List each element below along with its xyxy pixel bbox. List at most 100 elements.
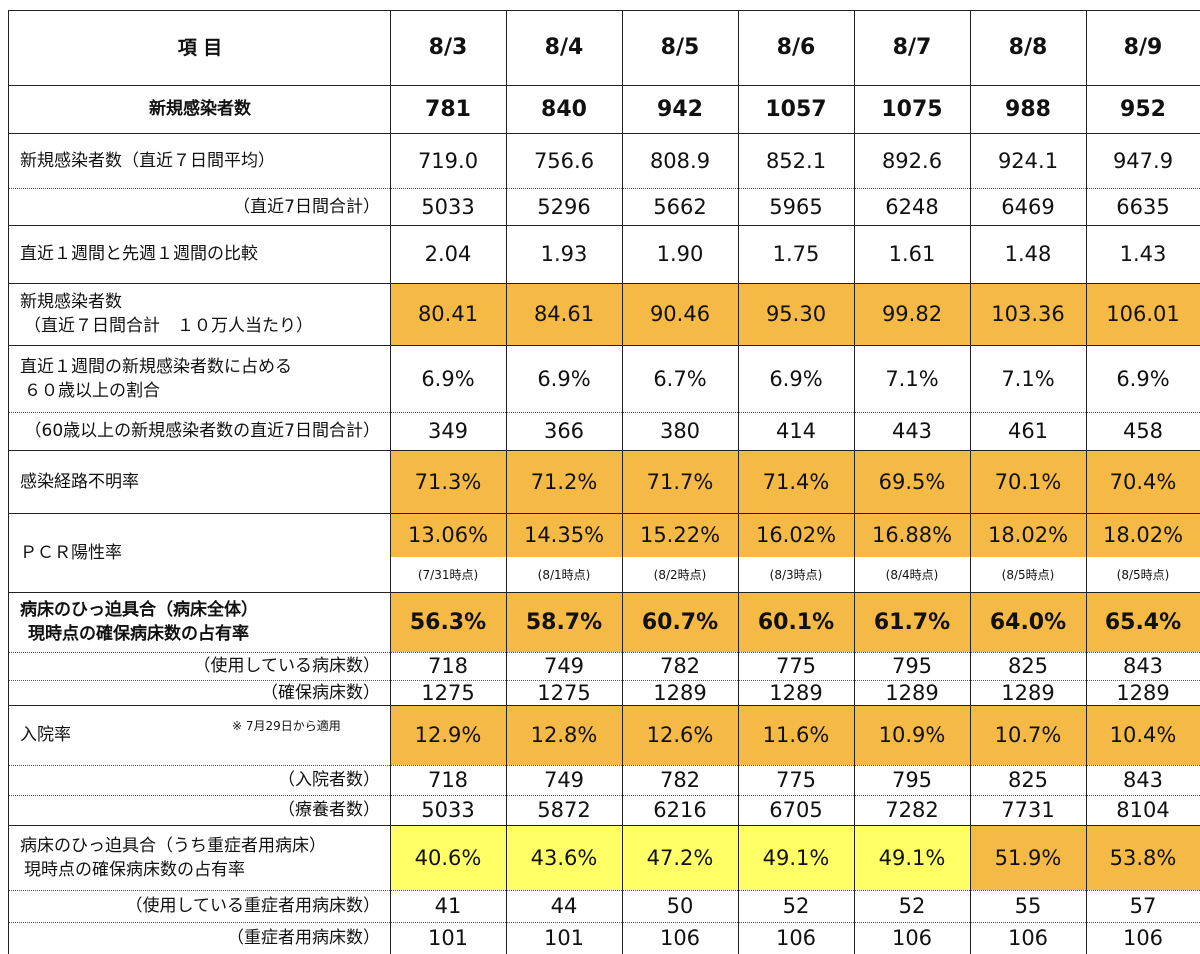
value-cell: 64.0% — [970, 592, 1086, 652]
value-cell: 57 — [1129, 894, 1157, 918]
value-cell: 5662 — [653, 194, 707, 219]
row-label: 入院率 — [8, 705, 390, 765]
value-cell: 988 — [1005, 96, 1051, 122]
column-border — [970, 10, 971, 954]
value-cell: 50 — [666, 894, 694, 918]
label-line: 新規感染者数（直近７日間平均） — [20, 150, 275, 171]
value-cell: 10.7% — [970, 705, 1086, 765]
value-cell: 11.6% — [738, 705, 854, 765]
value-cell: 12.8% — [506, 705, 622, 765]
row-border — [8, 922, 1200, 923]
value-cell: 5033 — [421, 194, 475, 219]
value-cell: 1289 — [885, 680, 939, 705]
row-note: ※ 7月29日から適用 — [232, 719, 341, 733]
value-cell: 103.36 — [970, 283, 1086, 345]
value-cell: 718 — [427, 654, 469, 678]
value-cell: 443 — [891, 419, 933, 443]
value-cell: 106 — [891, 926, 933, 950]
row-label: （60歳以上の新規感染者数の直近7日間合計） — [8, 412, 390, 450]
value-cell: 808.9 — [649, 148, 711, 173]
label-line: （重症者用病床数） — [227, 928, 380, 948]
value-note: (8/4時点) — [885, 568, 939, 582]
row-label: ＰＣＲ陽性率 — [8, 513, 390, 592]
value-cell: 51.9% — [970, 825, 1086, 890]
label-line: （直近7日間合計） — [233, 196, 380, 217]
label-line: （60歳以上の新規感染者数の直近7日間合計） — [24, 421, 380, 441]
value-cell: 58.7% — [506, 592, 622, 652]
column-border — [738, 10, 739, 954]
value-cell: 53.8% — [1086, 825, 1200, 890]
value-cell: 71.7% — [622, 450, 738, 513]
value-cell: 6705 — [769, 798, 823, 822]
value-cell: 10.9% — [854, 705, 970, 765]
value-cell: 795 — [891, 654, 933, 678]
value-cell: 41 — [434, 894, 462, 918]
label-line: 感染経路不明率 — [20, 471, 139, 492]
label-line: 病床のひっ迫具合（うち重症者用病床） — [20, 835, 326, 856]
value-cell: 840 — [541, 96, 587, 122]
value-cell: 1.48 — [1004, 242, 1052, 266]
value-cell: 843 — [1122, 768, 1164, 792]
value-cell: 95.30 — [738, 283, 854, 345]
value-cell: 5872 — [537, 798, 591, 822]
row-border — [8, 188, 1200, 189]
label-line: 現時点の確保病床数の占有率 — [28, 624, 249, 644]
value-cell: 924.1 — [997, 148, 1059, 173]
column-header: 8/4 — [544, 35, 584, 60]
value-cell: 6.9% — [1116, 366, 1170, 391]
row-label: （確保病床数） — [8, 680, 390, 705]
value-cell: 55 — [1014, 894, 1042, 918]
row-border — [8, 133, 1200, 134]
value-cell: 843 — [1122, 654, 1164, 678]
row-border — [8, 345, 1200, 346]
value-cell: 756.6 — [533, 148, 595, 173]
row-label: 病床のひっ迫具合（病床全体） 現時点の確保病床数の占有率 — [8, 592, 390, 652]
value-cell: 7282 — [885, 798, 939, 822]
value-cell: 6469 — [1001, 194, 1055, 219]
value-cell: 60.1% — [738, 592, 854, 652]
value-cell: 414 — [775, 419, 817, 443]
value-cell: 349 — [427, 419, 469, 443]
value-cell: 71.2% — [506, 450, 622, 513]
value-cell: 952 — [1120, 96, 1166, 122]
value-cell: 1.93 — [540, 242, 588, 266]
column-border — [390, 10, 391, 954]
column-border — [622, 10, 623, 954]
value-cell: 16.88% — [854, 513, 970, 557]
value-cell: 70.4% — [1086, 450, 1200, 513]
label-line: 直近１週間と先週１週間の比較 — [20, 244, 258, 264]
column-border — [1086, 10, 1087, 954]
value-cell: 719.0 — [417, 148, 479, 173]
value-cell: 5965 — [769, 194, 823, 219]
value-cell: 1289 — [653, 680, 707, 705]
label-line: （直近７日間合計 １０万人当たり） — [24, 316, 313, 336]
label-line: 現時点の確保病床数の占有率 — [24, 859, 245, 880]
row-border — [8, 680, 1200, 681]
value-note: (8/2時点) — [653, 568, 707, 582]
label-line: 入院率 — [20, 725, 71, 745]
value-cell: 61.7% — [854, 592, 970, 652]
value-cell: 49.1% — [738, 825, 854, 890]
row-border — [8, 225, 1200, 226]
value-cell: 1289 — [1116, 680, 1170, 705]
column-header: 8/5 — [660, 35, 700, 60]
value-cell: 1.61 — [888, 242, 936, 266]
value-cell: 18.02% — [970, 513, 1086, 557]
value-cell: 947.9 — [1112, 148, 1174, 173]
value-cell: 12.6% — [622, 705, 738, 765]
value-cell: 71.4% — [738, 450, 854, 513]
value-cell: 40.6% — [390, 825, 506, 890]
value-cell: 7.1% — [1001, 366, 1055, 391]
row-label: 感染経路不明率 — [8, 450, 390, 513]
row-label: 直近１週間と先週１週間の比較 — [8, 225, 390, 283]
row-border — [8, 795, 1200, 796]
value-cell: 1289 — [1001, 680, 1055, 705]
column-header: 8/8 — [1008, 35, 1048, 60]
value-cell: 1057 — [765, 96, 827, 122]
value-cell: 1.43 — [1119, 242, 1167, 266]
value-cell: 2.04 — [424, 242, 472, 266]
value-cell: 461 — [1007, 419, 1049, 443]
value-cell: 15.22% — [622, 513, 738, 557]
value-cell: 106.01 — [1086, 283, 1200, 345]
label-line: 病床のひっ迫具合（病床全体） — [20, 600, 258, 620]
